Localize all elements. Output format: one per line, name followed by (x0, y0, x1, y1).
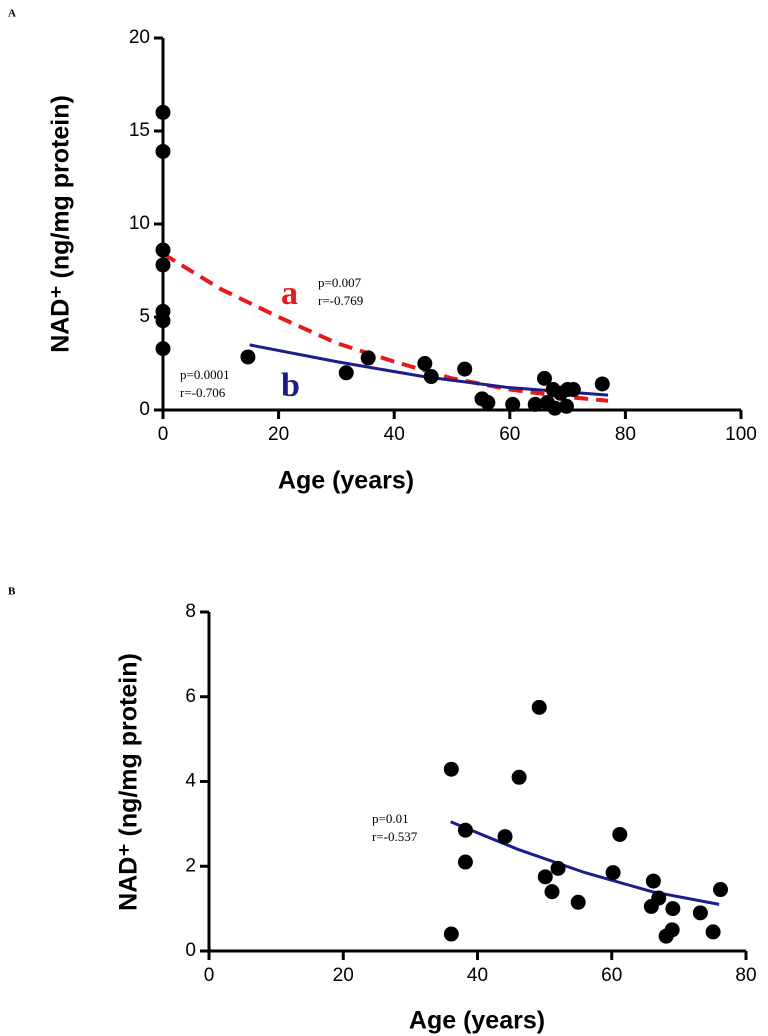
data-point (423, 369, 439, 385)
y-tick-label: 0 (139, 399, 150, 420)
y-tick-label: 10 (129, 213, 150, 234)
x-tick-label: 20 (333, 965, 354, 986)
y-tick-label: 2 (185, 855, 196, 876)
x-tick-label: 40 (467, 965, 488, 986)
y-axis-title: NAD⁺ (ng/mg protein) (115, 653, 143, 911)
x-tick-label: 100 (725, 424, 757, 445)
x-tick-label: 40 (384, 424, 405, 445)
data-point (612, 826, 628, 842)
data-point (537, 869, 553, 885)
x-tick-label: 0 (204, 965, 215, 986)
x-tick-label: 80 (735, 965, 756, 986)
data-point (550, 860, 566, 876)
x-axis-title: Age (years) (409, 1007, 545, 1035)
y-tick-label: 5 (139, 306, 150, 327)
x-tick-label: 20 (268, 424, 289, 445)
data-point (155, 341, 171, 357)
y-tick-label: 0 (185, 940, 196, 961)
data-point (155, 242, 171, 258)
x-tick-label: 60 (499, 424, 520, 445)
y-tick-label: 6 (185, 686, 196, 707)
fit-curve (249, 343, 609, 397)
y-tick-label: 4 (185, 771, 196, 792)
data-point (511, 769, 527, 785)
data-point (505, 396, 521, 412)
data-point (360, 350, 376, 366)
panel-label: B (8, 586, 16, 598)
p-value: p=0.0001 (180, 367, 230, 382)
y-tick-label: 8 (185, 601, 196, 622)
r-value: r=-0.537 (372, 829, 418, 844)
x-tick-label: 0 (158, 424, 169, 445)
r-value: r=-0.769 (318, 293, 363, 308)
data-point (705, 924, 721, 940)
data-point (645, 873, 661, 889)
data-point (443, 926, 459, 942)
curve-label: b (281, 367, 300, 404)
data-point (527, 396, 543, 412)
data-point (155, 143, 171, 159)
x-tick-label: 60 (601, 965, 622, 986)
data-point (457, 361, 473, 377)
data-point (240, 349, 256, 365)
data-point (457, 854, 473, 870)
data-point (457, 822, 473, 838)
data-point (417, 356, 433, 371)
data-point (338, 365, 354, 381)
p-value: p=0.007 (318, 275, 362, 290)
data-point (664, 922, 680, 938)
fit-curve (161, 252, 609, 403)
data-point (594, 376, 610, 392)
data-point (605, 865, 621, 881)
curve-label: a (281, 275, 298, 312)
data-point (443, 761, 459, 777)
x-axis-title: Age (years) (278, 467, 414, 495)
data-point (692, 905, 708, 921)
data-point (570, 894, 586, 910)
data-point (536, 370, 552, 386)
data-point (497, 829, 513, 845)
p-value: p=0.01 (372, 811, 409, 826)
data-point (565, 382, 581, 398)
data-point (651, 890, 667, 906)
data-point (558, 398, 574, 414)
fit-curve (450, 820, 720, 906)
data-point (155, 257, 171, 273)
data-point (155, 313, 171, 329)
y-tick-label: 15 (129, 120, 150, 141)
x-tick-label: 80 (615, 424, 636, 445)
y-tick-label: 20 (129, 27, 150, 48)
data-point (544, 884, 560, 900)
panel-label: A (8, 8, 16, 20)
y-axis-title: NAD⁺ (ng/mg protein) (47, 95, 75, 353)
data-point (531, 699, 547, 715)
data-point (547, 400, 563, 416)
data-point (712, 882, 728, 898)
data-point (480, 395, 496, 411)
data-point (665, 901, 681, 917)
r-value: r=-0.706 (180, 385, 226, 400)
data-point (155, 104, 171, 120)
